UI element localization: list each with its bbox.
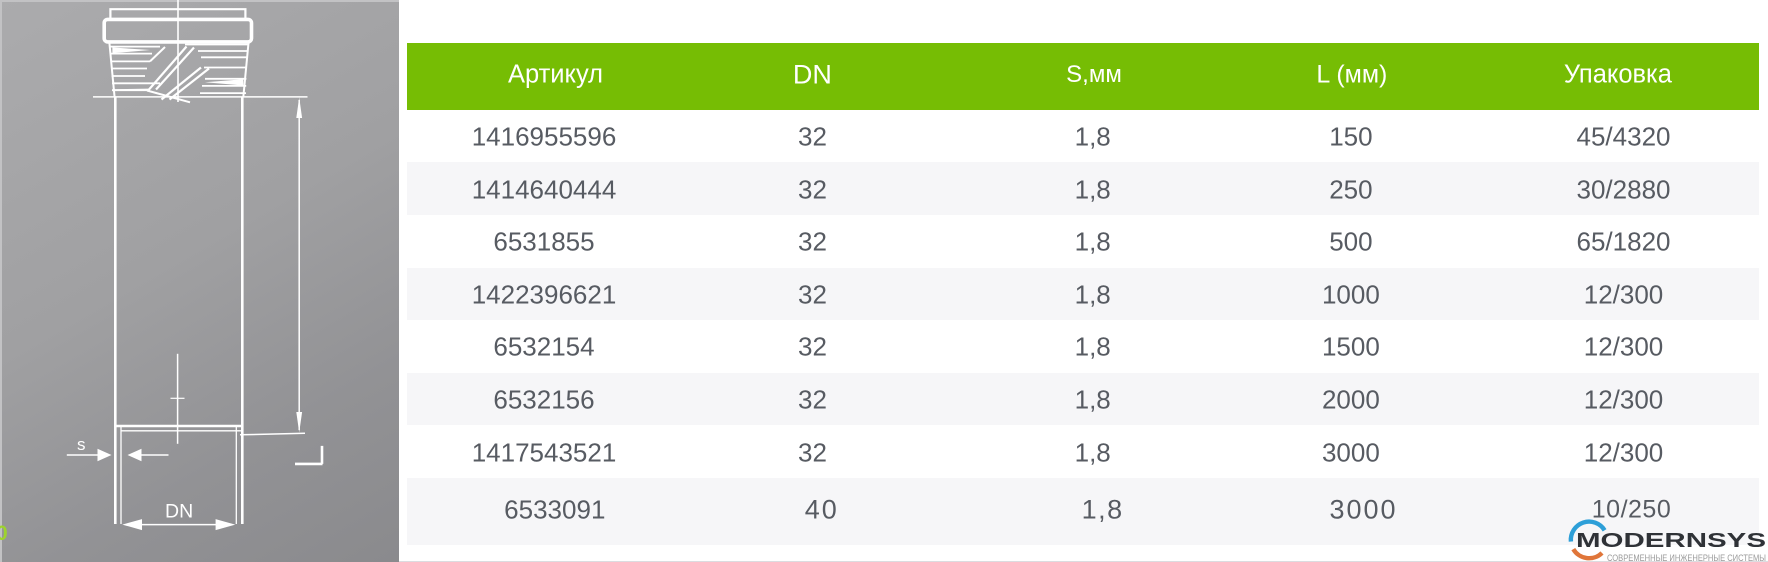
svg-text:DN: DN [165,501,193,523]
svg-text:СОВРЕМЕННЫЕ ИНЖЕНЕРНЫЕ СИСТЕМЫ: СОВРЕМЕННЫЕ ИНЖЕНЕРНЫЕ СИСТЕМЫ [1607,553,1766,562]
svg-text:s: s [77,435,86,454]
svg-text:MODERNSYS: MODERNSYS [1576,529,1766,552]
